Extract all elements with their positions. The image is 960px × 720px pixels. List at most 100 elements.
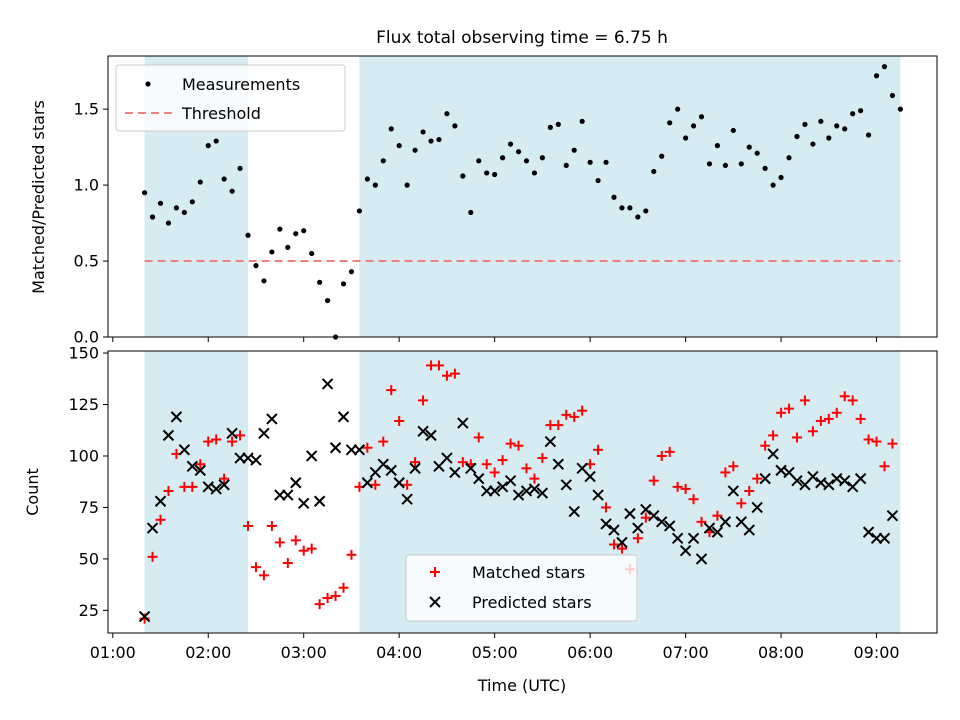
- matched-star-marker: [243, 520, 254, 531]
- matched-star-marker: [776, 407, 787, 418]
- measurement-point: [858, 108, 864, 114]
- marker-stroke: [695, 553, 708, 565]
- predicted-star-marker: [663, 520, 676, 532]
- predicted-star-markers: [138, 378, 899, 623]
- marker-stroke: [886, 509, 899, 522]
- predicted-star-marker: [759, 472, 771, 485]
- marker-stroke: [385, 464, 397, 477]
- predicted-star-marker: [473, 472, 485, 485]
- predicted-star-marker: [767, 448, 779, 460]
- matched-star-marker: [656, 450, 667, 461]
- matched-star-marker: [266, 520, 277, 531]
- measurement-point: [253, 263, 259, 269]
- measurement-point: [714, 143, 721, 149]
- measurement-point: [189, 199, 195, 205]
- measurement-point: [388, 126, 394, 132]
- predicted-star-marker: [218, 479, 230, 491]
- matched-star-marker: [290, 535, 301, 546]
- measurement-point: [627, 205, 633, 211]
- measurement-point: [507, 141, 514, 147]
- marker-stroke: [409, 462, 421, 475]
- measurement-point: [555, 121, 561, 127]
- measurement-point: [675, 106, 681, 112]
- bottom-legend: Matched stars Predicted stars: [405, 554, 638, 622]
- measurement-point: [173, 205, 180, 211]
- predicted-star-marker: [560, 479, 572, 491]
- matched-star-marker: [680, 483, 691, 494]
- predicted-star-marker: [258, 427, 270, 440]
- marker-stroke: [656, 516, 668, 528]
- measurement-point: [826, 135, 832, 141]
- predicted-star-marker: [226, 427, 238, 440]
- marker-stroke: [178, 444, 191, 456]
- predicted-star-marker: [584, 470, 596, 483]
- matched-star-marker: [402, 479, 413, 490]
- measurement-point: [643, 208, 649, 214]
- matched-star-marker: [147, 551, 158, 562]
- legend-threshold-label: Threshold: [181, 104, 261, 123]
- matched-star-marker: [394, 415, 405, 426]
- matched-star-marker: [203, 436, 214, 447]
- measurement-point: [603, 159, 609, 165]
- predicted-star-marker: [138, 610, 151, 623]
- matched-star-markers: [139, 360, 898, 624]
- marker-stroke: [719, 516, 732, 528]
- measurement-point: [277, 226, 283, 232]
- marker-stroke: [584, 470, 596, 483]
- predicted-star-marker: [719, 516, 732, 528]
- predicted-star-marker: [791, 474, 803, 487]
- measurement-point: [141, 190, 148, 196]
- matched-star-marker: [831, 407, 842, 418]
- matched-star-marker: [250, 562, 261, 573]
- matched-star-marker: [720, 467, 731, 478]
- matched-star-marker: [569, 411, 580, 422]
- observing-window: [144, 351, 249, 633]
- marker-stroke: [671, 532, 684, 545]
- measurement-point: [404, 182, 410, 188]
- predicted-star-marker: [640, 503, 652, 516]
- measurement-point: [380, 158, 386, 164]
- marker-stroke: [839, 474, 851, 487]
- matched-star-marker: [855, 413, 866, 424]
- predicted-star-marker: [337, 411, 350, 423]
- marker-stroke: [290, 477, 302, 489]
- measurement-point: [635, 214, 641, 220]
- predicted-star-marker: [544, 435, 557, 448]
- matched-star-marker: [577, 405, 588, 416]
- marker-stroke: [441, 452, 453, 464]
- x-tick-label: 02:00: [185, 643, 231, 662]
- marker-stroke: [218, 479, 230, 491]
- measurement-point: [436, 136, 442, 143]
- marker-stroke: [775, 464, 787, 477]
- measurement-point: [889, 92, 896, 99]
- marker-stroke: [226, 427, 238, 440]
- predicted-star-marker: [290, 477, 302, 489]
- marker-stroke: [648, 509, 660, 522]
- matched-star-marker: [163, 485, 174, 496]
- matched-star-marker: [235, 430, 246, 441]
- measurement-point: [221, 176, 227, 182]
- marker-stroke: [854, 472, 867, 485]
- matched-star-marker: [418, 395, 429, 406]
- measurement-point: [372, 182, 378, 188]
- predicted-star-marker: [194, 464, 206, 477]
- measurement-point: [460, 173, 466, 179]
- measurement-point: [690, 123, 697, 129]
- measurement-point: [754, 150, 760, 156]
- measurement-point: [810, 141, 816, 147]
- measurement-point: [444, 111, 450, 117]
- predicted-star-marker: [266, 413, 278, 425]
- x-tick-label: 04:00: [376, 643, 422, 662]
- marker-stroke: [186, 460, 199, 472]
- measurement-point: [484, 170, 490, 176]
- measurement-point: [213, 138, 219, 144]
- matched-star-marker: [457, 457, 468, 468]
- matched-star-marker: [195, 459, 206, 470]
- measurement-point: [492, 171, 498, 178]
- measurement-point: [165, 220, 172, 226]
- matched-star-marker: [441, 370, 452, 381]
- matched-star-marker: [632, 533, 643, 544]
- measurement-point: [770, 182, 776, 188]
- matched-star-marker: [306, 543, 317, 554]
- matched-star-marker: [823, 413, 834, 424]
